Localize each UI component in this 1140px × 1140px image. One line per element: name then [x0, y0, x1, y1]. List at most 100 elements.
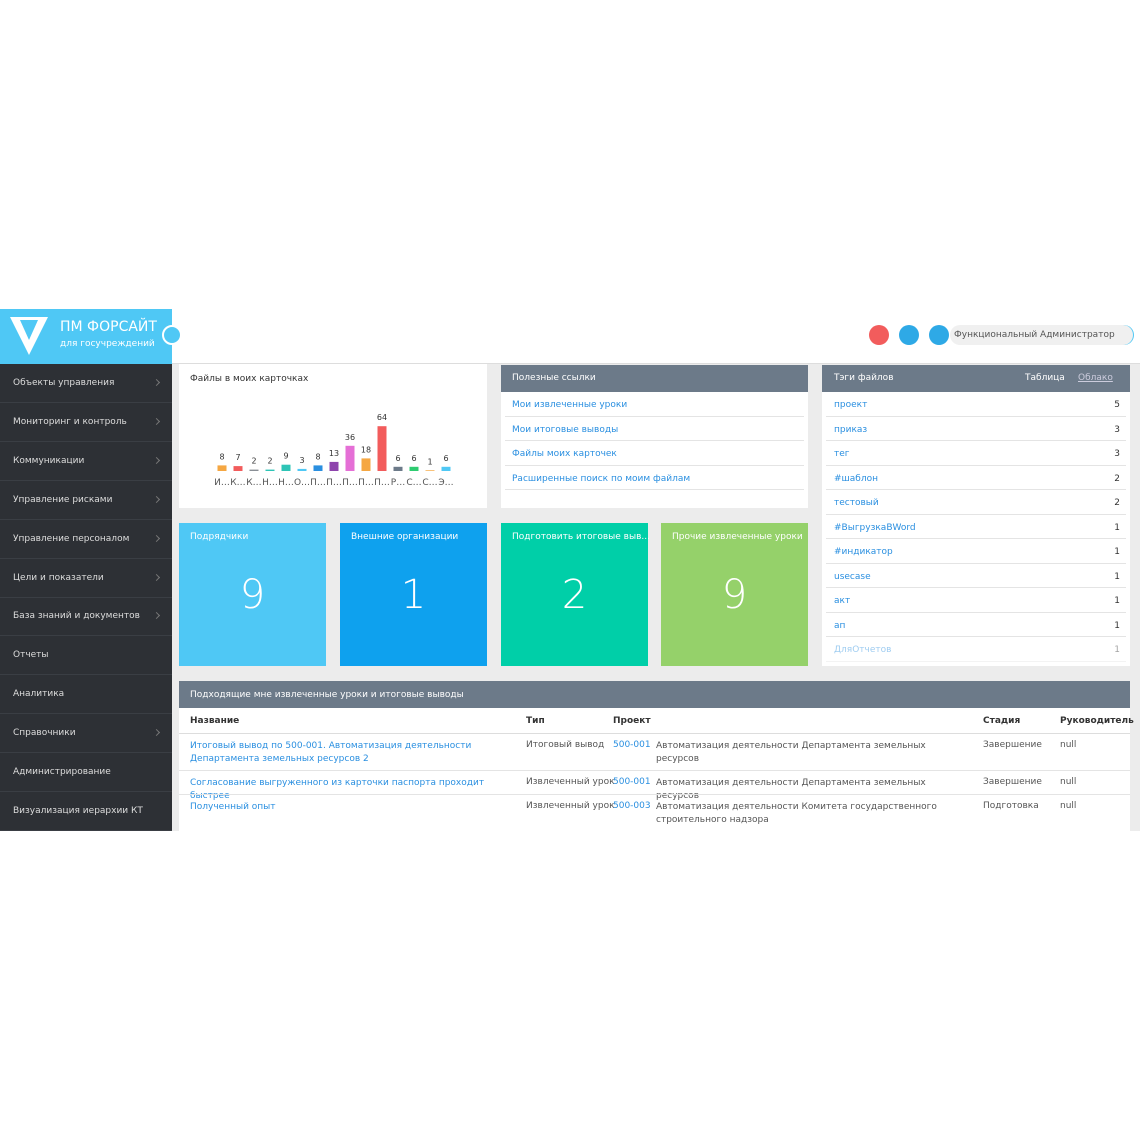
project-name: Автоматизация деятельности Департамента …: [656, 778, 926, 801]
sidebar-label[interactable]: Коммуникации: [13, 455, 85, 466]
category-label: Н…: [262, 478, 278, 488]
tile-title: Внешние организации: [351, 532, 459, 542]
project-code[interactable]: 500-001: [613, 777, 651, 787]
project-code[interactable]: 500-001: [613, 740, 651, 750]
category-label: П…: [310, 478, 326, 488]
value-label: 6: [443, 454, 448, 463]
sidebar-label[interactable]: Объекты управления: [13, 378, 115, 388]
category-label: К…: [230, 478, 245, 488]
sidebar-item[interactable]: [0, 481, 172, 520]
tag-name[interactable]: #индикатор: [834, 547, 893, 557]
tag-name[interactable]: #шаблон: [834, 473, 878, 484]
tag-row: [826, 515, 1126, 539]
sidebar-item[interactable]: [0, 675, 172, 715]
sidebar-item[interactable]: [0, 714, 172, 754]
tag-row: [826, 466, 1126, 490]
sidebar-label[interactable]: Отчеты: [13, 650, 49, 661]
tile-title: Подготовить итоговые выв...: [512, 532, 650, 542]
sidebar-label[interactable]: Цели и показатели: [13, 572, 104, 583]
sidebar-label[interactable]: Справочники: [13, 728, 76, 739]
search-button[interactable]: [899, 325, 919, 345]
tag-name[interactable]: акт: [834, 596, 851, 606]
files-chart: 8 И… 7 К… 2 К… 2 Н… 9 Н… 3 О… 8 П… 13 П… 36 П… 18 П… 64 П… 6 Р……: [214, 413, 454, 488]
tile[interactable]: [661, 523, 808, 666]
tag-row: [826, 441, 1126, 466]
bar: [313, 465, 323, 471]
sidebar-item[interactable]: [0, 559, 172, 598]
tile[interactable]: [340, 523, 487, 666]
tile[interactable]: [179, 523, 326, 666]
sidebar-label[interactable]: Администрирование: [13, 767, 111, 777]
tag-name[interactable]: usecase: [834, 571, 871, 582]
category-label: П…: [326, 478, 342, 488]
category-label: П…: [374, 478, 390, 488]
tag-name[interactable]: ап: [834, 620, 846, 631]
lesson-name[interactable]: Согласование выгруженного из карточки па…: [190, 778, 485, 801]
bar: [425, 470, 435, 471]
user-button[interactable]: [929, 325, 949, 345]
value-label: 64: [377, 413, 387, 422]
bar: [329, 461, 339, 471]
sidebar-item[interactable]: [0, 442, 172, 481]
lesson-name[interactable]: Итоговый вывод по 500-001. Автоматизация…: [190, 741, 472, 764]
sidebar-item[interactable]: [0, 520, 172, 559]
sidebar-item[interactable]: [0, 792, 172, 831]
lesson-name[interactable]: Полученный опыт: [190, 802, 276, 812]
tag-count: 2: [1114, 473, 1120, 484]
lesson-lead: null: [1060, 801, 1077, 811]
bar: [265, 469, 275, 471]
link-row: [505, 441, 804, 466]
tag-name[interactable]: ДляОтчетов: [834, 645, 892, 655]
tag-count: 1: [1114, 620, 1120, 631]
sidebar-label[interactable]: База знаний и документов: [13, 611, 140, 622]
project-name: Автоматизация деятельности Департамента …: [656, 741, 926, 764]
row-rule: [179, 770, 1130, 771]
link-row: [505, 466, 804, 490]
sidebar-label[interactable]: Управление персоналом: [13, 533, 130, 544]
link[interactable]: Мои итоговые выводы: [512, 424, 619, 435]
tag-name[interactable]: тестовый: [834, 498, 879, 508]
tile[interactable]: [501, 523, 648, 666]
value-label: 8: [315, 452, 320, 461]
tag-name[interactable]: проект: [834, 400, 868, 410]
value-label: 8: [219, 452, 224, 461]
project-code[interactable]: 500-003: [613, 801, 651, 811]
tag-name[interactable]: приказ: [834, 424, 868, 435]
link[interactable]: Файлы моих карточек: [512, 449, 617, 459]
tag-name[interactable]: тег: [834, 449, 850, 459]
link[interactable]: Расширенные поиск по моим файлам: [512, 473, 691, 484]
user-name[interactable]: Функциональный Администратор: [950, 325, 1133, 345]
tab[interactable]: Облако: [1078, 373, 1113, 383]
sidebar-label[interactable]: Управление рисками: [13, 494, 113, 505]
tags-header: [822, 365, 1130, 392]
category-label: С…: [406, 478, 421, 488]
link[interactable]: Мои извлеченные уроки: [512, 400, 628, 410]
tag-count: 5: [1114, 400, 1120, 410]
sidebar-label[interactable]: Визуализация иерархии КТ: [13, 805, 143, 816]
value-label: 1: [427, 457, 432, 466]
tag-count: 3: [1114, 449, 1120, 459]
tab[interactable]: Таблица: [1025, 373, 1065, 383]
sidebar-item[interactable]: [0, 364, 172, 403]
lesson-stage: Завершение: [983, 740, 1042, 750]
sidebar-label[interactable]: Мониторинг и контроль: [13, 416, 127, 427]
record-button[interactable]: [869, 325, 889, 345]
sidebar-label[interactable]: Аналитика: [13, 689, 65, 700]
sidebar-item[interactable]: [0, 403, 172, 442]
sidebar-item[interactable]: [0, 597, 172, 637]
tags-title: Тэги файлов: [834, 373, 894, 383]
bar: [409, 466, 419, 471]
tag-count: 2: [1114, 498, 1120, 508]
value-label: 18: [361, 445, 371, 454]
sidebar-item[interactable]: [0, 753, 172, 792]
column-header: Название: [190, 716, 240, 726]
category-label: Н…: [278, 478, 294, 488]
menu-toggle[interactable]: [162, 325, 182, 345]
sidebar-item[interactable]: [0, 636, 172, 676]
chart-panel: [179, 364, 487, 508]
value-label: 2: [267, 457, 272, 466]
lesson-type: Извлеченный урок: [526, 777, 615, 787]
tag-name[interactable]: #ВыгрузкаВWord: [834, 522, 916, 533]
links-header: [501, 365, 808, 392]
